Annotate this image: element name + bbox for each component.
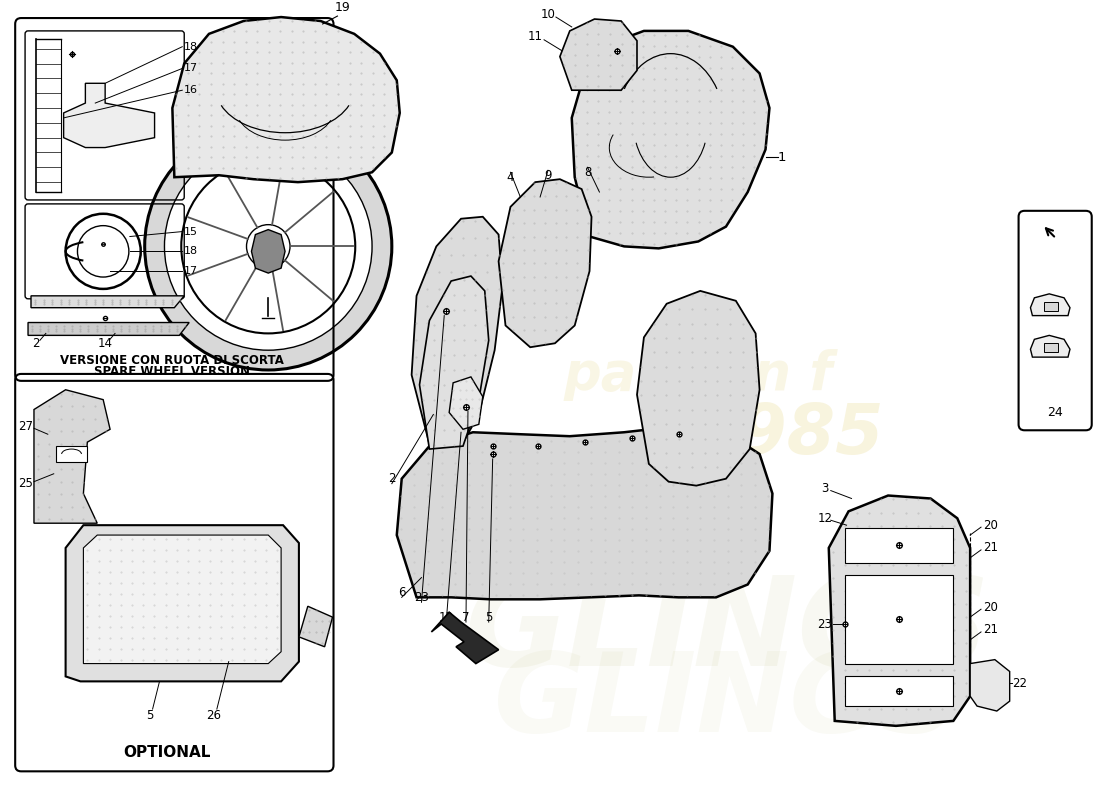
Polygon shape [66, 525, 299, 682]
Text: 21: 21 [983, 542, 998, 554]
Text: 2: 2 [32, 337, 40, 350]
Polygon shape [397, 426, 772, 599]
Polygon shape [419, 276, 488, 449]
Text: 5: 5 [146, 710, 153, 722]
Polygon shape [1031, 335, 1070, 357]
Text: 27: 27 [19, 420, 34, 433]
Text: 19: 19 [334, 1, 350, 14]
Text: 8: 8 [584, 166, 592, 178]
Polygon shape [34, 390, 110, 523]
Text: 25: 25 [19, 477, 33, 490]
Text: passion f: passion f [563, 349, 833, 401]
Polygon shape [411, 217, 503, 446]
Text: 3: 3 [821, 482, 828, 495]
Polygon shape [31, 296, 184, 308]
Text: 14: 14 [98, 337, 112, 350]
Text: 23: 23 [414, 591, 429, 604]
Text: 1: 1 [778, 151, 786, 164]
Text: 12: 12 [817, 512, 833, 525]
Text: SPARE WHEEL VERSION: SPARE WHEEL VERSION [95, 366, 251, 378]
Text: 11: 11 [528, 30, 542, 43]
Polygon shape [560, 19, 637, 90]
Polygon shape [498, 179, 592, 347]
Bar [1044, 343, 1058, 352]
Text: 4: 4 [507, 170, 514, 184]
Text: 9: 9 [544, 169, 552, 182]
Polygon shape [970, 660, 1010, 711]
Text: 16: 16 [184, 86, 198, 95]
Polygon shape [145, 123, 392, 370]
Text: 17: 17 [184, 266, 198, 276]
Bar [845, 528, 954, 562]
Text: 7: 7 [462, 610, 470, 624]
Text: 15: 15 [184, 226, 198, 237]
Text: 21: 21 [983, 623, 998, 637]
Polygon shape [28, 322, 189, 335]
Text: 6: 6 [398, 586, 406, 599]
Text: 2: 2 [388, 472, 396, 486]
Bar [845, 677, 954, 706]
Text: 5: 5 [485, 610, 493, 624]
Text: OPTIONAL: OPTIONAL [123, 745, 210, 760]
Polygon shape [637, 291, 760, 486]
Polygon shape [572, 31, 770, 248]
Polygon shape [449, 377, 483, 430]
Text: GLINGS: GLINGS [494, 648, 961, 754]
Polygon shape [828, 495, 970, 726]
Text: 18: 18 [184, 246, 198, 256]
Text: 26: 26 [207, 710, 221, 722]
Text: 24: 24 [1047, 406, 1063, 419]
Text: VERSIONE CON RUOTA DI SCORTA: VERSIONE CON RUOTA DI SCORTA [60, 354, 284, 366]
Polygon shape [252, 230, 285, 273]
Text: 18: 18 [184, 42, 198, 52]
Text: 20: 20 [983, 601, 998, 614]
Polygon shape [84, 535, 282, 663]
Polygon shape [431, 612, 498, 663]
Text: 10: 10 [540, 7, 556, 21]
Text: GLINGS: GLINGS [465, 571, 991, 693]
Polygon shape [299, 606, 332, 646]
Bar [845, 574, 954, 663]
Polygon shape [64, 83, 155, 147]
Text: 23: 23 [817, 618, 833, 630]
Bar [56, 446, 87, 462]
Text: 13: 13 [439, 610, 453, 624]
Bar [1044, 302, 1058, 310]
Text: 20: 20 [983, 518, 998, 532]
Text: 17: 17 [184, 63, 198, 74]
Polygon shape [1031, 294, 1070, 316]
Text: 1985: 1985 [691, 401, 884, 468]
Polygon shape [173, 17, 399, 182]
Text: 22: 22 [1012, 677, 1027, 690]
